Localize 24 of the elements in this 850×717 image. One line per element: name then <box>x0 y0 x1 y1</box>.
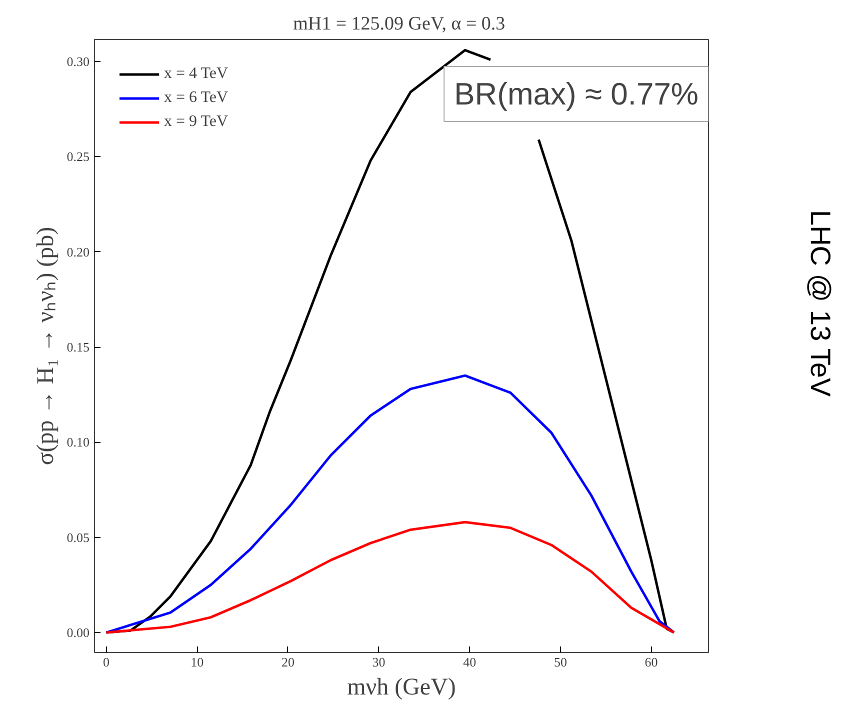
x-tick-label: 0 <box>103 654 110 670</box>
x-tick-label: 20 <box>281 654 294 670</box>
x-tick-label: 30 <box>372 654 386 670</box>
line-series <box>105 374 676 634</box>
x-tick-label: 60 <box>644 654 658 670</box>
y-axis-title: σ(pp → H₁ → νₕνₕ) (pb) <box>32 226 59 466</box>
x-axis-title: mνh (GeV) <box>347 674 456 700</box>
annotation: BR(max) ≈ 0.77% <box>454 76 699 112</box>
y-tick-label: 0.30 <box>66 54 90 70</box>
y-tick-label: 0.05 <box>66 530 90 545</box>
chart-title: mH1 = 125.09 GeV, α = 0.3 <box>293 14 506 34</box>
y-tick-label: 0.00 <box>66 625 90 640</box>
x-tick-label: 50 <box>554 654 567 670</box>
y-tick-label: 0.10 <box>66 434 90 450</box>
x-tick-label: 40 <box>463 654 476 670</box>
legend-label: x = 4 TeV <box>164 65 228 83</box>
y-tick-label: 0.20 <box>66 244 90 260</box>
legend-label: x = 9 TeV <box>164 113 228 131</box>
y-tick-label: 0.25 <box>66 149 90 164</box>
text: LHC @ 13 TeV <box>804 210 837 397</box>
line-series <box>105 520 676 634</box>
y-tick-label: 0.15 <box>66 340 90 355</box>
x-tick-label: 10 <box>190 654 204 670</box>
legend-label: x = 6 TeV <box>164 89 228 107</box>
